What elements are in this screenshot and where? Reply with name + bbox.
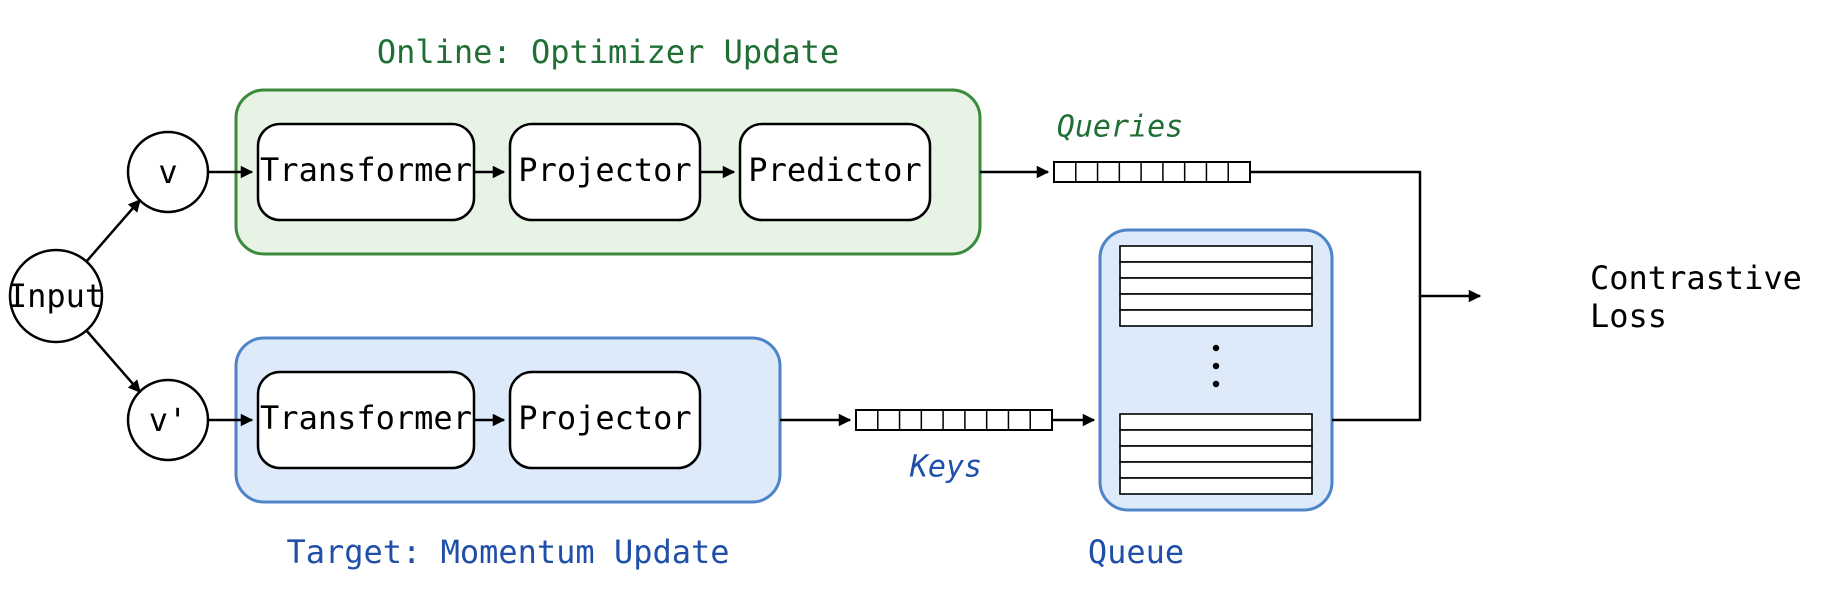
diagram-root: Online: Optimizer Update Target: Momentum… bbox=[0, 0, 1840, 592]
queries-label: Queries bbox=[1057, 110, 1183, 145]
queue-bottom-stack bbox=[1120, 414, 1312, 494]
online-projector-label: Projector bbox=[518, 151, 691, 189]
keys-label: Keys bbox=[909, 450, 982, 485]
online-transformer-label: Transformer bbox=[260, 151, 472, 189]
arrow-input-to-vp bbox=[86, 330, 140, 392]
loss-line2: Loss bbox=[1590, 297, 1667, 335]
target-projector-label: Projector bbox=[518, 399, 691, 437]
view-v-node-label: v bbox=[158, 153, 177, 191]
arrow-queue-to-loss bbox=[1332, 296, 1420, 420]
queue-ellipsis-dot bbox=[1213, 363, 1219, 369]
queue-ellipsis-dot bbox=[1213, 345, 1219, 351]
keys-vector bbox=[856, 410, 1052, 430]
target-transformer-label: Transformer bbox=[260, 399, 472, 437]
input-node-label: Input bbox=[8, 277, 104, 315]
online-predictor-label: Predictor bbox=[748, 151, 921, 189]
queue-label: Queue bbox=[1088, 533, 1184, 571]
online-title: Online: Optimizer Update bbox=[377, 33, 839, 71]
loss-line1: Contrastive bbox=[1590, 259, 1802, 297]
queue-top-stack bbox=[1120, 246, 1312, 326]
queries-vector bbox=[1054, 162, 1250, 182]
target-title: Target: Momentum Update bbox=[286, 533, 729, 571]
view-vp-node-label: v' bbox=[149, 401, 188, 439]
queue-ellipsis-dot bbox=[1213, 381, 1219, 387]
arrow-input-to-v bbox=[86, 200, 140, 262]
